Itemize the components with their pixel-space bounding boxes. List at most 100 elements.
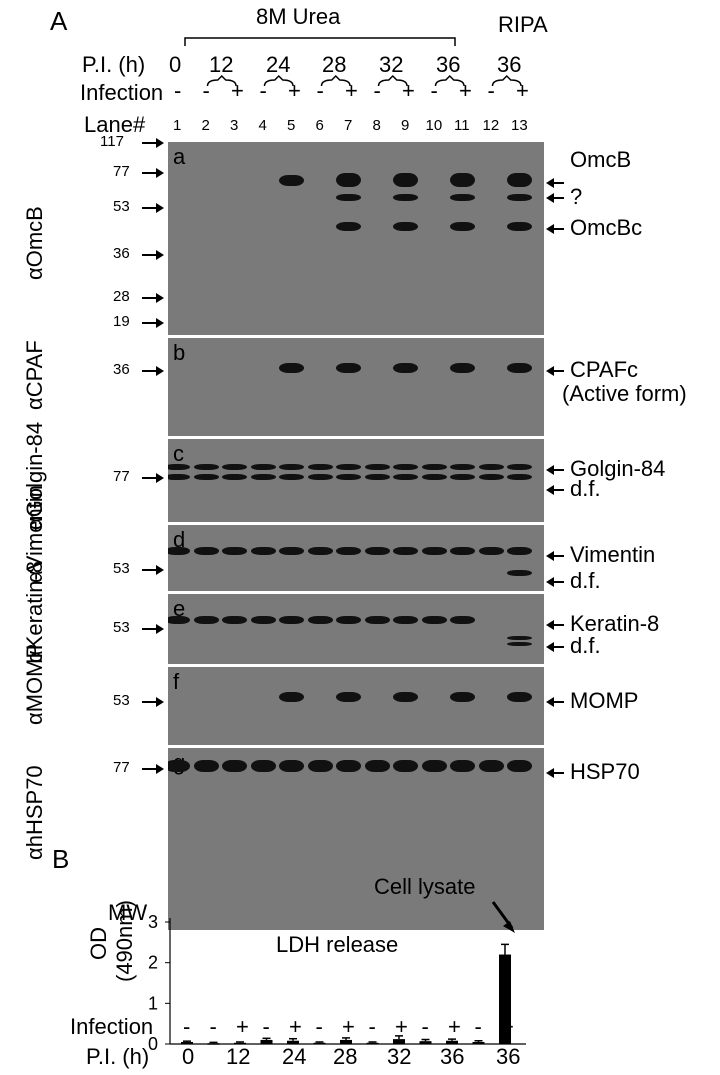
infection-sign: + bbox=[516, 78, 529, 103]
band-label: ? bbox=[570, 184, 583, 209]
ldh-release-label: LDH release bbox=[276, 932, 399, 957]
band-label: d.f. bbox=[570, 633, 601, 658]
band-arrow bbox=[546, 178, 564, 188]
urea-label: 8M Urea bbox=[256, 4, 341, 29]
marker-arrow bbox=[142, 318, 164, 328]
infection-sign: - bbox=[430, 78, 438, 103]
bar bbox=[340, 1039, 352, 1044]
protein-band bbox=[421, 547, 447, 555]
protein-band bbox=[364, 760, 390, 772]
antibody-label: αhHSP70 bbox=[22, 765, 47, 860]
chart-pi-value: 28 bbox=[333, 1044, 358, 1069]
marker-arrow bbox=[142, 138, 164, 148]
panel-a-label: A bbox=[50, 6, 68, 36]
panel-separator bbox=[168, 522, 544, 525]
chart-pi-value: 24 bbox=[282, 1044, 307, 1069]
infection-sign: + bbox=[288, 78, 301, 103]
protein-band bbox=[193, 464, 219, 470]
protein-band bbox=[307, 474, 333, 480]
protein-band bbox=[336, 474, 361, 480]
marker-arrow bbox=[142, 697, 164, 707]
protein-band bbox=[421, 616, 447, 624]
band-label: OmcBc bbox=[570, 215, 643, 240]
band-label: d.f. bbox=[570, 476, 601, 501]
protein-band bbox=[307, 464, 333, 470]
protein-band bbox=[507, 636, 532, 640]
band-arrow bbox=[546, 193, 564, 203]
y-tick-label: 2 bbox=[148, 953, 158, 973]
western-blot: a b c d e f g bbox=[168, 142, 544, 930]
infection-sign: + bbox=[345, 78, 358, 103]
marker-arrow bbox=[142, 624, 164, 634]
chart-pi-value: 32 bbox=[387, 1044, 412, 1069]
chart-infection-sign: - bbox=[474, 1014, 482, 1039]
pi-value: 36 bbox=[497, 52, 522, 77]
blot-panel-a: a bbox=[168, 142, 544, 335]
protein-band bbox=[250, 474, 276, 480]
protein-band bbox=[450, 363, 475, 373]
protein-band bbox=[507, 363, 532, 373]
protein-band bbox=[478, 547, 504, 555]
protein-band bbox=[507, 173, 532, 187]
mw-marker: 77 bbox=[113, 759, 130, 776]
mw-marker: 28 bbox=[113, 288, 130, 305]
chart-pi-value: 12 bbox=[226, 1044, 251, 1069]
protein-band bbox=[279, 464, 304, 470]
band-label: (Active form) bbox=[562, 381, 687, 406]
pi-value: 24 bbox=[266, 52, 291, 77]
mw-marker: 53 bbox=[113, 619, 130, 636]
protein-band bbox=[393, 474, 418, 480]
protein-band bbox=[507, 221, 532, 231]
protein-band bbox=[507, 760, 532, 772]
lane-number: 1 bbox=[173, 117, 182, 134]
protein-band bbox=[450, 474, 475, 480]
protein-band bbox=[507, 570, 532, 576]
bar bbox=[366, 1042, 379, 1045]
protein-band bbox=[307, 547, 333, 555]
protein-band bbox=[168, 464, 190, 470]
chart-infection-sign: + bbox=[395, 1014, 408, 1039]
mw-marker: 19 bbox=[113, 313, 130, 330]
protein-band bbox=[336, 692, 361, 702]
infection-label: Infection bbox=[80, 80, 164, 105]
panel-letter: c bbox=[173, 441, 184, 466]
lane-number: 12 bbox=[482, 117, 500, 134]
protein-band bbox=[336, 173, 361, 187]
protein-band bbox=[478, 474, 504, 480]
chart-infection-sign: + bbox=[342, 1014, 355, 1039]
protein-band bbox=[307, 760, 333, 772]
chart-infection-sign: + bbox=[289, 1014, 302, 1039]
lane-number: 7 bbox=[344, 117, 353, 134]
protein-band bbox=[507, 547, 532, 555]
protein-band bbox=[336, 221, 361, 231]
marker-arrow bbox=[142, 293, 164, 303]
chart-pi-label: P.I. (h) bbox=[86, 1044, 150, 1069]
protein-band bbox=[421, 464, 447, 470]
band-arrow bbox=[546, 577, 564, 587]
blot-panel-b: b bbox=[168, 338, 544, 436]
mw-marker: 53 bbox=[113, 560, 130, 577]
panel-letter: d bbox=[173, 527, 186, 552]
protein-band bbox=[279, 692, 304, 702]
marker-arrow bbox=[142, 764, 164, 774]
band-arrow bbox=[546, 366, 564, 376]
pi-label: P.I. (h) bbox=[82, 52, 146, 77]
protein-band bbox=[193, 547, 219, 555]
bar bbox=[234, 1042, 246, 1045]
protein-band bbox=[168, 474, 190, 480]
protein-band bbox=[507, 193, 532, 201]
infection-sign: + bbox=[231, 78, 244, 103]
protein-band bbox=[250, 547, 276, 555]
y-tick-label: 3 bbox=[148, 912, 158, 932]
pi-value: 28 bbox=[322, 52, 347, 77]
protein-band bbox=[450, 221, 475, 231]
panel-separator bbox=[168, 745, 544, 748]
chart-infection-sign: + bbox=[448, 1014, 461, 1039]
panel-separator bbox=[168, 664, 544, 667]
chart-infection-label: Infection bbox=[70, 1014, 154, 1039]
protein-band bbox=[393, 692, 418, 702]
band-label: MOMP bbox=[570, 688, 639, 713]
panel-letter: a bbox=[173, 144, 186, 169]
protein-band bbox=[421, 760, 447, 772]
band-arrow bbox=[546, 620, 564, 630]
